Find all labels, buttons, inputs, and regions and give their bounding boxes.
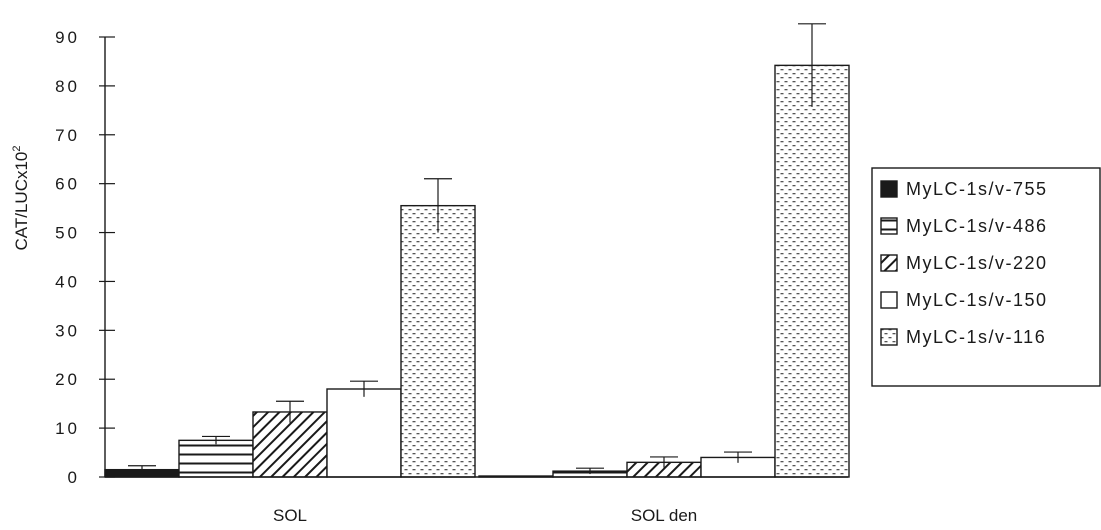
y-tick-label: 10 bbox=[55, 419, 80, 438]
bar bbox=[326, 388, 402, 478]
legend-swatch bbox=[880, 254, 898, 272]
legend-swatch bbox=[880, 328, 898, 346]
category-label: SOL den bbox=[631, 506, 697, 525]
bar bbox=[252, 411, 328, 478]
y-tick-label: 0 bbox=[68, 468, 80, 487]
y-tick-label: 20 bbox=[55, 370, 80, 389]
legend-label: MyLC-1s/v-755 bbox=[906, 179, 1048, 199]
bars bbox=[104, 64, 850, 478]
y-tick-label: 40 bbox=[55, 272, 80, 291]
bar bbox=[400, 204, 476, 478]
legend-label: MyLC-1s/v-150 bbox=[906, 290, 1048, 310]
error-bars bbox=[128, 23, 826, 475]
legend-swatch bbox=[880, 217, 898, 235]
y-tick-label: 70 bbox=[55, 126, 80, 145]
y-axis-ticks: 0 10 20 30 40 50 60 70 80 90 bbox=[55, 28, 115, 487]
y-tick-label: 50 bbox=[55, 224, 80, 243]
y-axis-title: CAT/LUCx102 bbox=[11, 145, 31, 250]
bar bbox=[774, 64, 850, 478]
y-tick-label: 60 bbox=[55, 175, 80, 194]
bar bbox=[178, 439, 254, 478]
legend-swatch bbox=[880, 291, 898, 309]
y-tick-label: 80 bbox=[55, 77, 80, 96]
legend-label: MyLC-1s/v-116 bbox=[906, 327, 1046, 347]
y-tick-label: 90 bbox=[55, 28, 80, 47]
legend: MyLC-1s/v-755 MyLC-1s/v-486 MyLC-1s/v-220 M… bbox=[871, 167, 1101, 387]
legend-swatch bbox=[880, 180, 898, 198]
x-axis-categories: SOL SOL den bbox=[273, 506, 697, 525]
legend-label: MyLC-1s/v-486 bbox=[906, 216, 1048, 236]
legend-frame bbox=[871, 167, 1101, 387]
y-tick-label: 30 bbox=[55, 321, 80, 340]
legend-label: MyLC-1s/v-220 bbox=[906, 253, 1048, 273]
category-label: SOL bbox=[273, 506, 307, 525]
